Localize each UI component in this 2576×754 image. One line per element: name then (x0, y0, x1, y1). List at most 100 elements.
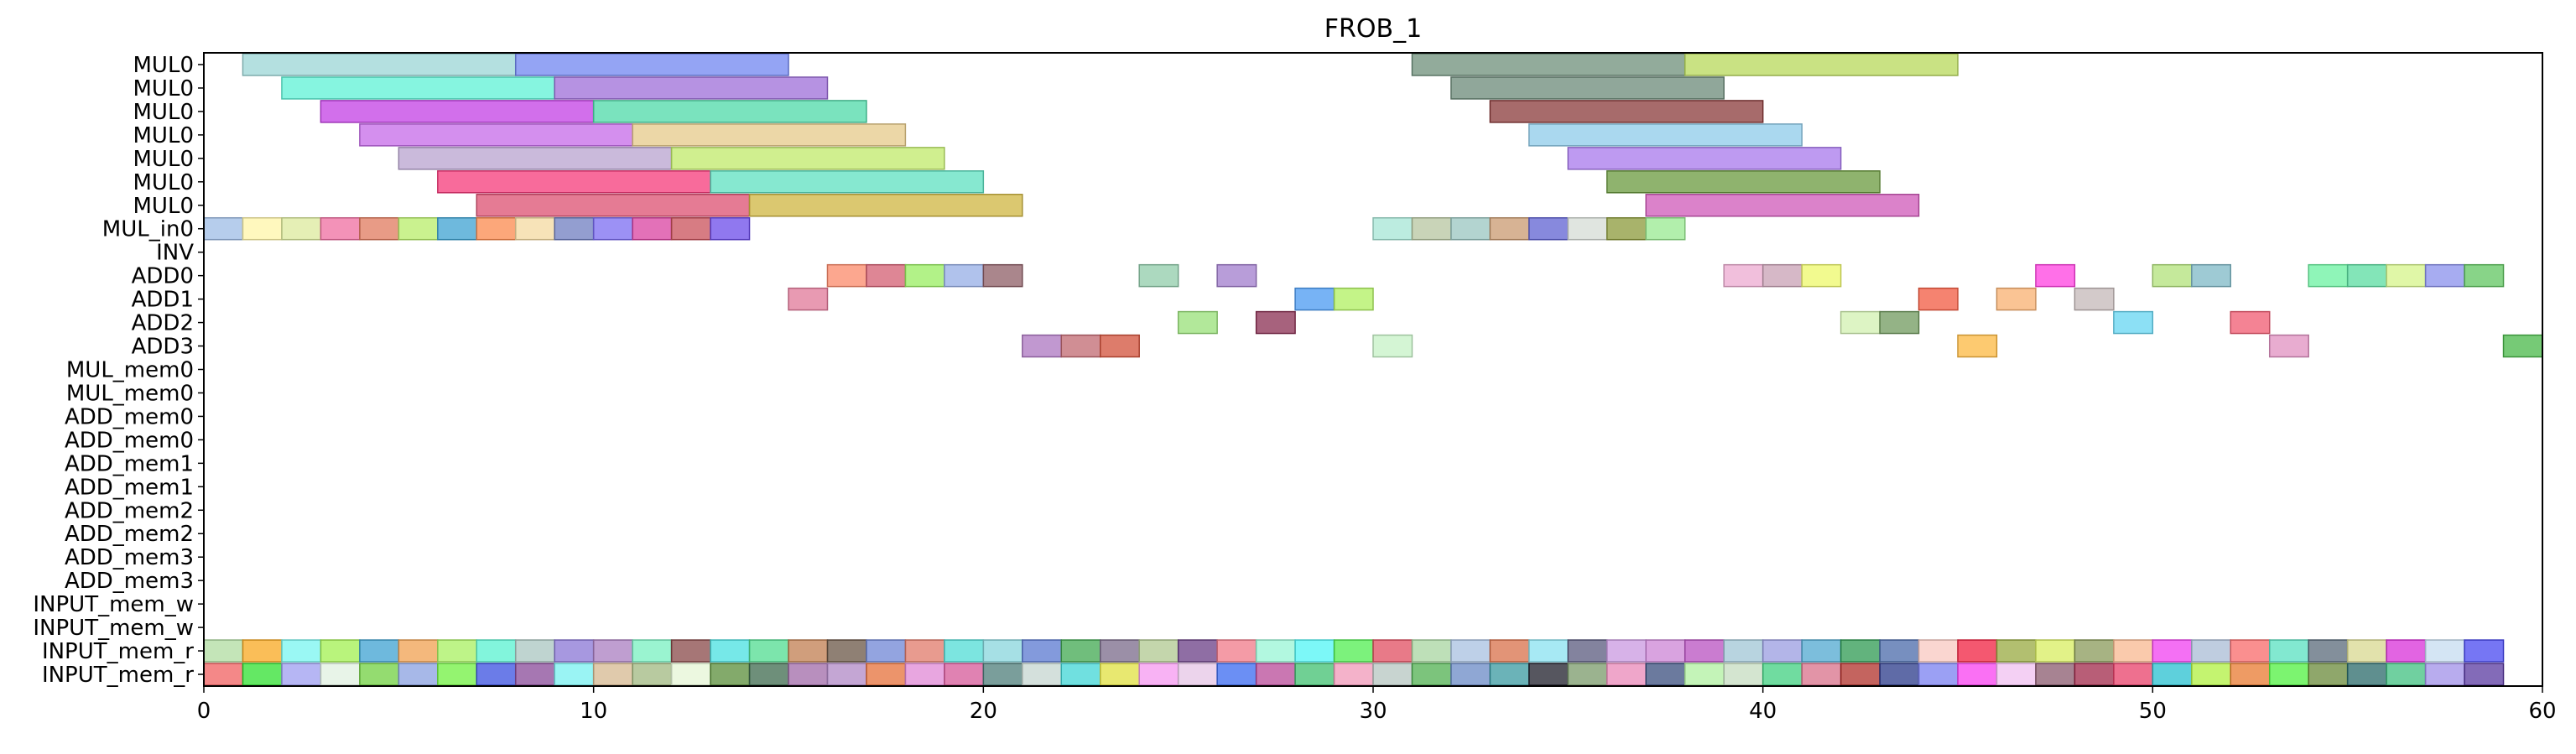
task-bar (1450, 76, 1725, 100)
task-bar (2268, 639, 2309, 663)
task-bar (710, 663, 751, 686)
task-bar (1138, 639, 1179, 663)
task-bar (2230, 639, 2271, 663)
task-bar (2191, 663, 2232, 686)
row-label: MUL_mem0 (66, 381, 194, 406)
task-bar (788, 663, 829, 686)
task-bar (1606, 170, 1881, 194)
task-bar (1567, 639, 1608, 663)
task-bar (2152, 639, 2193, 663)
task-bar (2464, 663, 2505, 686)
task-bar (982, 263, 1023, 288)
task-bar (1060, 663, 1101, 686)
task-bar (2308, 663, 2349, 686)
task-bar (203, 216, 244, 241)
task-bar (1528, 216, 1569, 241)
task-bar (476, 663, 517, 686)
task-bar (2035, 263, 2076, 288)
task-bar (1177, 310, 1218, 335)
task-bar (1918, 663, 1959, 686)
task-bar (1801, 639, 1842, 663)
task-bar (1762, 663, 1803, 686)
task-bar (1801, 263, 1842, 288)
task-bar (1022, 663, 1063, 686)
task-bar (748, 194, 1023, 217)
task-bar (2346, 263, 2387, 288)
x-tick-label: 40 (1749, 699, 1777, 724)
task-bar (281, 639, 322, 663)
task-bar (1255, 663, 1296, 686)
task-bar (203, 639, 244, 663)
task-bar (476, 216, 517, 241)
task-bar (1372, 334, 1413, 358)
task-bar (592, 663, 633, 686)
task-bar (398, 639, 439, 663)
x-tick-label: 30 (1359, 699, 1387, 724)
x-axis: 0 10 20 30 40 50 60 (197, 686, 2557, 724)
task-bar (1918, 639, 1959, 663)
row-label: MUL0 (133, 123, 195, 148)
task-bar (866, 263, 907, 288)
task-bar (437, 663, 478, 686)
task-bar (320, 639, 361, 663)
task-bar (1957, 639, 1998, 663)
row-label: ADD2 (132, 311, 194, 336)
task-bar (1450, 216, 1491, 241)
task-bar (1099, 639, 1140, 663)
task-bar (1177, 663, 1218, 686)
task-bar (1411, 663, 1452, 686)
row-label: MUL0 (133, 53, 195, 78)
task-bar (826, 663, 867, 686)
row-label: ADD_mem2 (65, 498, 194, 523)
task-bar (592, 639, 633, 663)
task-bar (826, 263, 867, 288)
task-bar (1684, 53, 1959, 76)
plot-frame (203, 52, 2543, 687)
x-tick-label: 20 (970, 699, 997, 724)
task-bar (514, 663, 555, 686)
task-bar (904, 263, 945, 288)
task-bar (2191, 263, 2232, 288)
task-bar (2074, 639, 2115, 663)
task-bar (944, 263, 985, 288)
task-bar (1294, 639, 1335, 663)
task-bar (1411, 216, 1452, 241)
task-bar (1177, 639, 1218, 663)
row-label: MUL_in0 (102, 217, 194, 242)
task-bar (2308, 263, 2349, 288)
row-label: ADD_mem1 (65, 475, 194, 500)
task-bar (242, 53, 517, 76)
task-bar (670, 216, 711, 241)
task-bar (866, 663, 907, 686)
task-bar (710, 216, 751, 241)
row-label: INPUT_mem_r (42, 639, 194, 664)
task-bar (632, 639, 673, 663)
row-label: ADD1 (132, 288, 194, 313)
task-bar (437, 639, 478, 663)
task-bar (1606, 639, 1647, 663)
task-bar (1489, 663, 1530, 686)
task-bar (242, 639, 283, 663)
task-bar (1450, 639, 1491, 663)
task-bar (788, 639, 829, 663)
task-bar (1294, 663, 1335, 686)
row-labels: MUL0MUL0MUL0MUL0MUL0MUL0MUL0MUL_in0INVAD… (33, 53, 204, 688)
task-bar (2424, 639, 2465, 663)
task-bar (2308, 639, 2349, 663)
task-bar (1060, 639, 1101, 663)
task-bar (2386, 639, 2427, 663)
task-bar (1996, 663, 2037, 686)
task-bar (1879, 663, 1920, 686)
task-bar (320, 663, 361, 686)
row-label: ADD3 (132, 335, 194, 360)
row-label: ADD_mem1 (65, 451, 194, 476)
task-bar (2346, 639, 2387, 663)
task-bar (632, 663, 673, 686)
task-bar (1060, 334, 1101, 358)
task-bar (2191, 639, 2232, 663)
task-bar (281, 216, 322, 241)
task-bar (476, 194, 751, 217)
task-bar (1216, 663, 1257, 686)
task-bar (904, 663, 945, 686)
task-bar (944, 663, 985, 686)
